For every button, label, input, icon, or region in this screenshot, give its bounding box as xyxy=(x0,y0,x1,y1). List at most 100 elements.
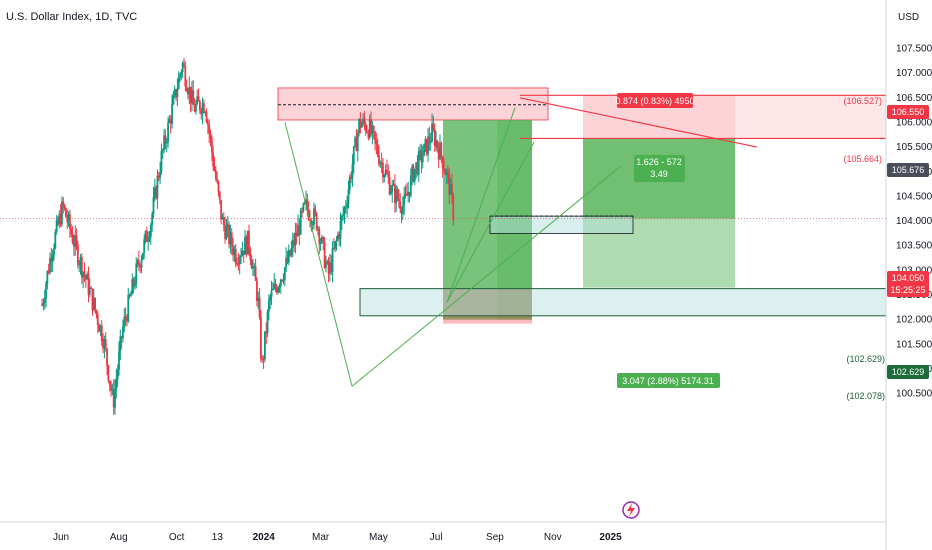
candle xyxy=(334,240,337,253)
top-measure-text: 0.874 (0.83%) 4950 xyxy=(615,96,694,106)
candle xyxy=(144,230,147,244)
candle xyxy=(213,156,216,172)
candle-body xyxy=(269,296,272,301)
candle-body xyxy=(112,389,115,408)
candle xyxy=(107,364,110,383)
candle-body xyxy=(106,348,108,366)
y-tick-label: 102.000 xyxy=(896,315,932,326)
candle xyxy=(54,228,57,250)
candle-body xyxy=(274,283,277,288)
candle xyxy=(379,160,382,168)
candle xyxy=(132,277,135,294)
candle-body xyxy=(318,228,321,244)
candle-body xyxy=(360,123,363,128)
candle xyxy=(42,298,45,311)
candle-body xyxy=(160,151,163,172)
candle-body xyxy=(346,203,349,208)
candle xyxy=(267,294,270,321)
candle xyxy=(102,333,104,354)
candle xyxy=(336,231,339,242)
y-tick-label: 106.500 xyxy=(896,93,932,104)
candle-body xyxy=(372,126,375,132)
candle-body xyxy=(253,266,256,268)
candle-body xyxy=(416,162,419,175)
candle-body xyxy=(111,389,114,391)
candle-body xyxy=(237,263,240,265)
candle-body xyxy=(249,249,252,260)
lightning-bolt-icon[interactable] xyxy=(622,501,640,519)
candle xyxy=(184,61,187,92)
y-tick-label: 104.000 xyxy=(896,216,932,227)
candle-body xyxy=(332,248,335,250)
candle xyxy=(91,288,94,316)
bottom-measure-label[interactable]: 3.047 (2.88%) 5174.31 xyxy=(617,373,720,388)
currency-label[interactable]: USD xyxy=(898,12,919,23)
candle xyxy=(65,207,67,218)
x-tick-label: Jun xyxy=(53,532,69,543)
candle-body xyxy=(299,210,302,235)
candle-body xyxy=(49,257,51,273)
candle xyxy=(47,263,50,275)
candle xyxy=(188,76,191,105)
candle xyxy=(266,309,269,338)
candle-body xyxy=(96,314,99,325)
candle-body xyxy=(90,287,93,289)
candle xyxy=(372,124,375,140)
candle xyxy=(399,193,402,214)
candle-body xyxy=(378,155,380,165)
candle xyxy=(297,214,299,237)
candle xyxy=(86,271,89,280)
candle xyxy=(347,180,350,209)
candle-body xyxy=(134,284,136,287)
candle-body xyxy=(167,122,169,143)
candle-body xyxy=(233,248,236,256)
candle-body xyxy=(261,358,264,360)
candle-body xyxy=(315,213,318,230)
candle-body xyxy=(285,257,288,268)
candle-body xyxy=(278,286,281,288)
candle xyxy=(313,202,315,230)
candle xyxy=(273,272,276,290)
candle-body xyxy=(428,136,431,143)
candle xyxy=(92,288,95,312)
candle-body xyxy=(155,187,158,199)
candle xyxy=(383,173,386,183)
candle-body xyxy=(92,297,95,310)
candle xyxy=(59,204,62,228)
candle-body xyxy=(339,220,342,239)
candle xyxy=(327,256,330,283)
candle-body xyxy=(163,135,165,150)
candle-body xyxy=(50,257,53,262)
candle xyxy=(431,113,433,143)
candle xyxy=(220,199,223,225)
candle-body xyxy=(383,175,386,178)
candle-body xyxy=(411,166,414,176)
candle xyxy=(74,225,77,256)
candle xyxy=(344,199,347,214)
candle xyxy=(423,143,425,157)
candle-body xyxy=(153,187,156,198)
candle-body xyxy=(388,177,391,195)
candle-body xyxy=(193,104,196,112)
candle xyxy=(135,257,138,289)
candle xyxy=(265,322,268,345)
candle-body xyxy=(126,318,128,322)
candle-body xyxy=(390,192,392,195)
candle xyxy=(256,277,258,307)
candle xyxy=(110,380,112,397)
candle-body xyxy=(241,250,244,256)
candle-body xyxy=(282,279,285,281)
candle-body xyxy=(229,232,232,245)
candle-body xyxy=(338,234,341,239)
candle-body xyxy=(277,287,280,293)
candle-body xyxy=(201,103,204,115)
y-tick-label: 107.500 xyxy=(896,44,932,55)
candle xyxy=(152,186,155,219)
mid-measure-label[interactable]: 1.626 - 572 3.49 xyxy=(634,155,685,182)
candle xyxy=(147,231,150,251)
candle xyxy=(283,266,286,287)
top-measure-label[interactable]: 0.874 (0.83%) 4950 xyxy=(615,93,695,108)
candle xyxy=(269,293,272,310)
candle-body xyxy=(275,287,278,293)
